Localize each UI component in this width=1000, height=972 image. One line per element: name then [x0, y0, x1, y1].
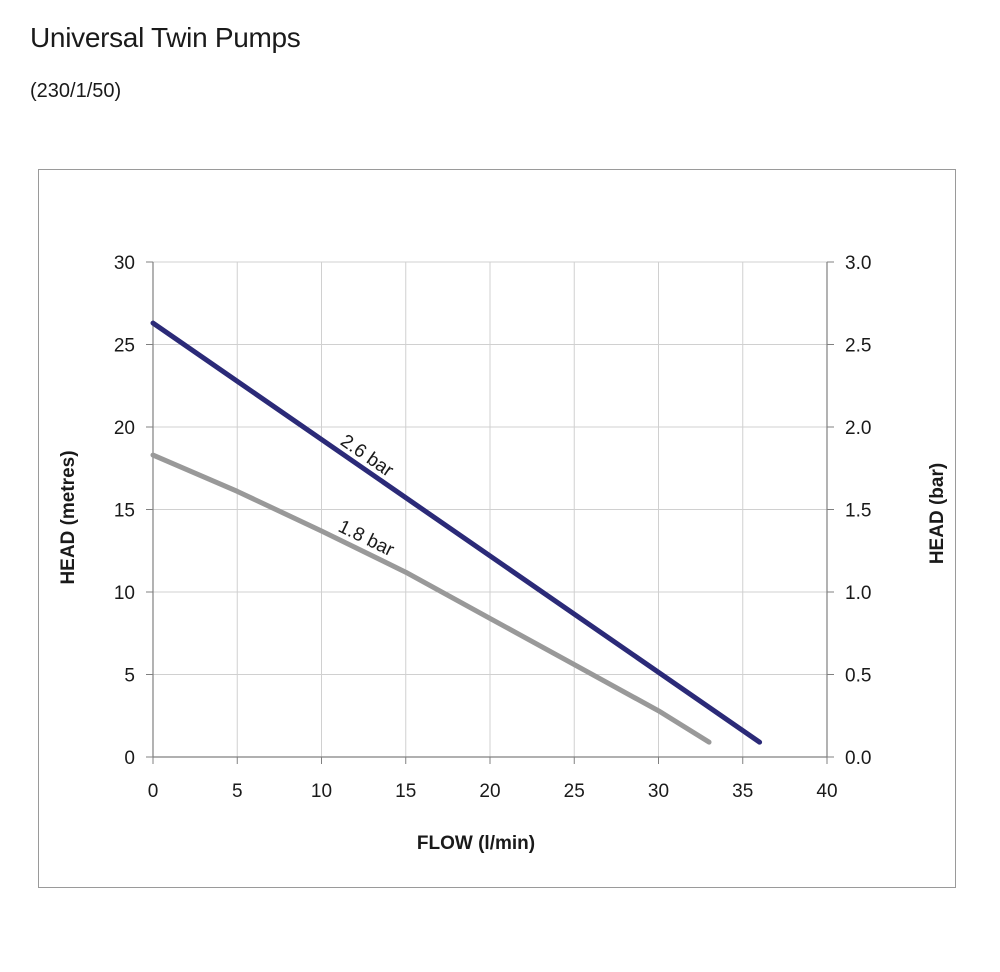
x-axis-title: FLOW (l/min)	[417, 833, 535, 854]
chart-frame	[38, 169, 956, 888]
y2-tick-label: 1.5	[845, 501, 871, 522]
y2-axis-title: HEAD (bar)	[927, 463, 948, 564]
y2-tick-label: 2.0	[845, 418, 871, 439]
y-tick-label: 15	[114, 501, 135, 522]
series-line-1	[150, 452, 712, 745]
labels-layer: 0 5 10 15 20 25 30 35 40 0 0.0 5 0.5 10 1.0 15 1.5 20 2.0 2…	[58, 253, 948, 854]
page-title: Universal Twin Pumps	[30, 22, 301, 53]
series-line-0	[150, 320, 763, 745]
grid-layer	[152, 261, 828, 758]
x-tick-label: 30	[648, 781, 669, 802]
y-tick-label: 10	[114, 583, 135, 604]
x-tick-label: 35	[732, 781, 753, 802]
series-layer	[150, 320, 763, 745]
y-tick-label: 5	[124, 666, 135, 687]
y2-tick-label: 1.0	[845, 583, 871, 604]
y2-tick-label: 3.0	[845, 253, 871, 274]
y-tick-label: 25	[114, 336, 135, 357]
y2-tick-label: 0.0	[845, 748, 871, 769]
axes-layer	[146, 261, 834, 764]
x-tick-label: 20	[479, 781, 500, 802]
y-tick-label: 30	[114, 253, 135, 274]
page-subtitle: (230/1/50)	[30, 80, 122, 102]
x-tick-label: 25	[564, 781, 585, 802]
y-tick-label: 0	[124, 748, 135, 769]
x-tick-label: 10	[311, 781, 332, 802]
x-tick-label: 40	[816, 781, 837, 802]
y2-tick-label: 2.5	[845, 336, 871, 357]
y-axis-title: HEAD (metres)	[58, 450, 79, 584]
x-tick-label: 0	[148, 781, 159, 802]
x-tick-label: 5	[232, 781, 243, 802]
y2-tick-label: 0.5	[845, 666, 871, 687]
x-tick-label: 15	[395, 781, 416, 802]
y-tick-label: 20	[114, 418, 135, 439]
